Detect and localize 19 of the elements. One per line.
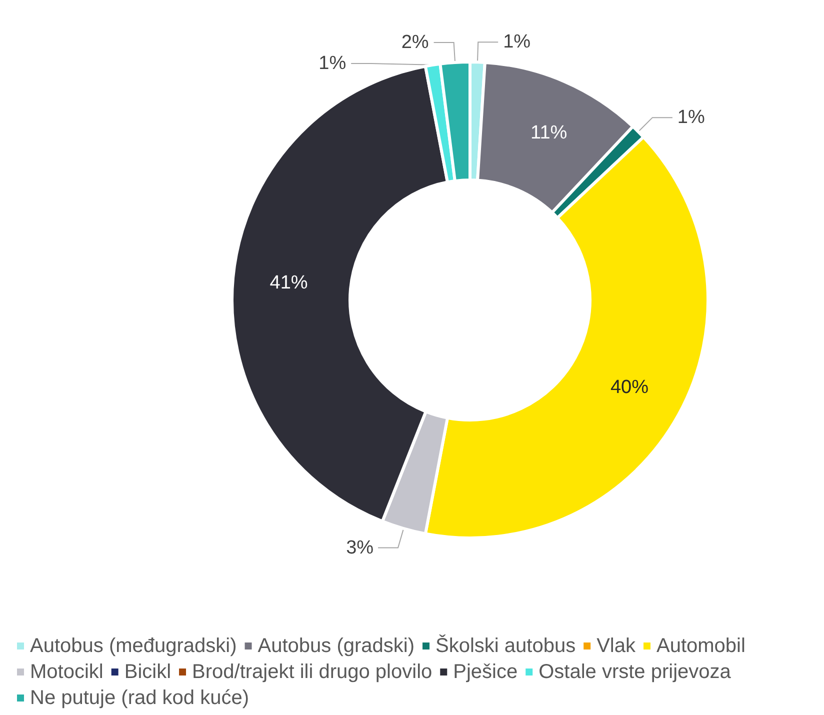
legend-label: Brod/trajekt ili drugo plovilo — [192, 661, 432, 683]
data-label: 1% — [503, 32, 531, 53]
legend-label: Vlak — [596, 635, 636, 657]
legend-label: Automobil — [656, 635, 746, 657]
data-label: 40% — [610, 377, 649, 398]
legend-label: Pješice — [453, 661, 518, 683]
data-label: 1% — [318, 53, 346, 74]
data-label: 3% — [346, 537, 374, 558]
legend-label: Autobus (međugradski) — [30, 635, 237, 657]
legend-label: Bicikl — [124, 661, 172, 683]
legend-label: Autobus (gradski) — [258, 635, 415, 657]
legend-label: Školski autobus — [436, 634, 576, 657]
data-label: 11% — [530, 122, 568, 144]
legend-label: Motocikl — [30, 661, 104, 683]
legend-label: Ne putuje (rad kod kuće) — [30, 687, 250, 709]
data-label: 2% — [401, 32, 429, 54]
data-label: 41% — [270, 272, 308, 294]
data-label: 1% — [677, 107, 705, 128]
legend-label: Ostale vrste prijevoza — [538, 661, 732, 683]
